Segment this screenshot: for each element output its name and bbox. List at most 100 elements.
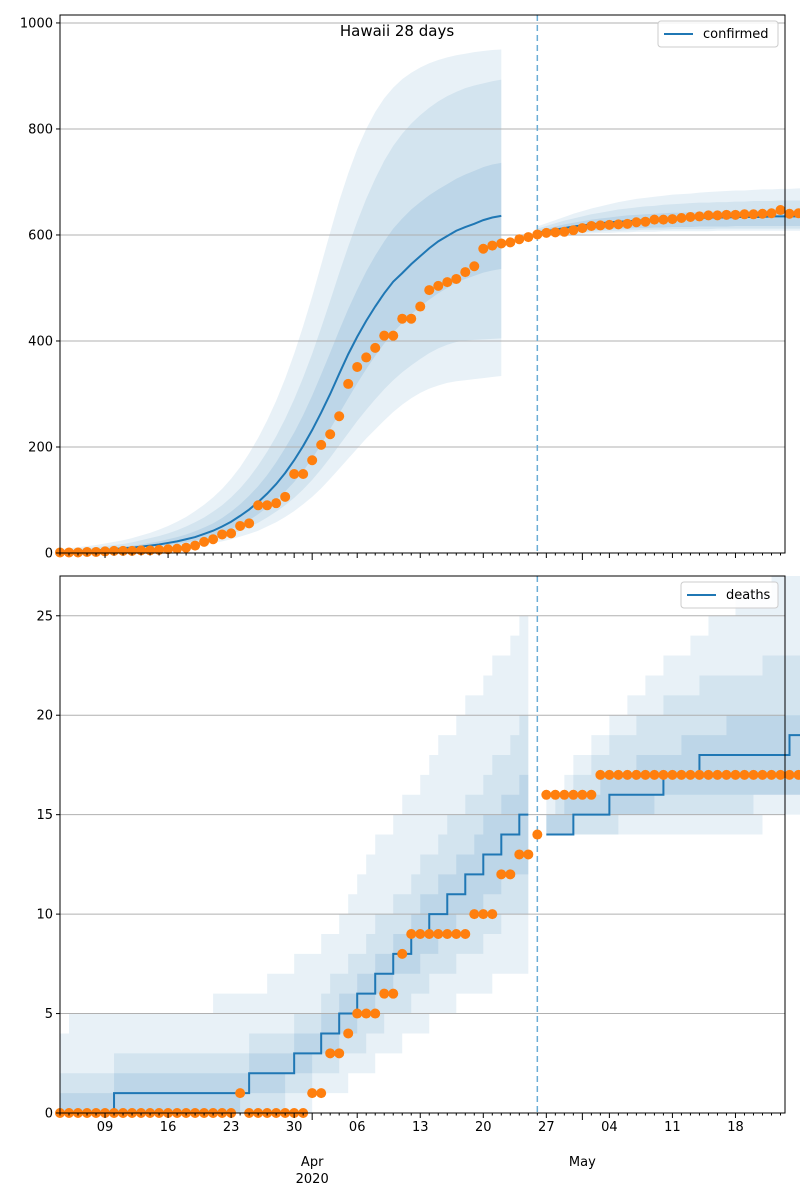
observed-point xyxy=(550,789,561,800)
observed-point xyxy=(523,232,534,243)
observed-point xyxy=(667,214,678,225)
observed-point xyxy=(514,849,525,860)
observed-point xyxy=(316,1088,327,1099)
observed-point xyxy=(694,769,705,780)
observed-point xyxy=(253,500,264,511)
x-month-label: May xyxy=(569,1155,596,1170)
observed-point xyxy=(433,280,444,291)
fit-band-band-50 xyxy=(60,774,529,1113)
observed-point xyxy=(64,547,75,558)
observed-point xyxy=(280,491,291,502)
observed-point xyxy=(433,929,444,939)
observed-point xyxy=(208,534,219,545)
observed-point xyxy=(568,225,579,236)
observed-point xyxy=(442,277,453,288)
y-tick-label: 200 xyxy=(28,440,53,455)
y-tick-label: 1000 xyxy=(20,16,53,31)
observed-point xyxy=(676,213,687,224)
legend-box xyxy=(680,581,779,609)
fit-band-band-95 xyxy=(60,49,502,554)
y-tick-label: 20 xyxy=(36,709,53,724)
observed-point xyxy=(568,789,579,800)
observed-point xyxy=(505,869,516,880)
observed-point xyxy=(343,1028,354,1039)
observed-point xyxy=(694,211,705,222)
observed-point xyxy=(271,498,282,509)
observed-point xyxy=(622,769,633,780)
deaths-model-line xyxy=(60,813,529,1114)
observed-point xyxy=(766,769,777,780)
deaths-x-axis: 09 16 23 30 06 13 20 27 04 11 18 Apr 2020 May xyxy=(59,1113,781,1187)
observed-point xyxy=(595,220,606,231)
observed-point xyxy=(649,769,660,780)
fit-band-band-80 xyxy=(60,79,502,553)
observed-point xyxy=(181,542,192,553)
deaths-panel: 0 5 10 15 20 25 09 16 23 30 06 13 20 27 04 11 18 Apr 2020… xyxy=(36,575,800,1187)
observed-point xyxy=(721,209,732,220)
observed-point xyxy=(307,1088,318,1099)
y-tick-label: 15 xyxy=(36,808,53,823)
observed-point xyxy=(244,518,255,529)
observed-point xyxy=(604,219,615,230)
observed-point xyxy=(703,210,714,221)
y-tick-label: 400 xyxy=(28,334,53,349)
x-tick-label: 20 xyxy=(475,1120,492,1135)
observed-point xyxy=(595,769,606,780)
observed-point xyxy=(541,789,552,800)
observed-point xyxy=(361,1008,372,1019)
observed-point xyxy=(352,1008,363,1019)
confirmed-x-ticks xyxy=(59,553,781,560)
observed-point xyxy=(388,988,399,999)
observed-point xyxy=(334,1048,345,1059)
observed-point xyxy=(622,218,633,229)
observed-point xyxy=(586,789,597,800)
observed-point xyxy=(658,769,669,780)
observed-point xyxy=(325,1048,336,1059)
confirmed-axes-frame xyxy=(59,14,786,554)
deaths-legend: deaths xyxy=(680,581,779,609)
observed-point xyxy=(739,209,750,220)
observed-point xyxy=(163,544,174,555)
confirmed-y-axis: 0 200 400 600 800 1000 xyxy=(20,16,60,562)
deaths-gridlines xyxy=(60,615,785,1114)
legend-label-deaths: deaths xyxy=(726,588,771,603)
x-tick-label: 06 xyxy=(349,1120,366,1135)
observed-point xyxy=(316,439,327,450)
observed-point xyxy=(352,361,363,372)
y-tick-label: 5 xyxy=(45,1007,53,1022)
x-tick-label: 27 xyxy=(538,1120,555,1135)
deaths-axes-frame xyxy=(59,575,786,1114)
observed-point xyxy=(154,544,165,555)
observed-point xyxy=(514,234,525,245)
observed-point xyxy=(496,238,507,249)
observed-point xyxy=(370,1008,381,1019)
observed-point xyxy=(217,529,228,540)
confirmed-panel: 0 200 400 600 800 1000 Hawaii 28 days confirm… xyxy=(20,14,800,562)
observed-point xyxy=(586,220,597,231)
observed-point xyxy=(388,330,399,341)
observed-point xyxy=(766,208,777,219)
observed-point xyxy=(235,1088,246,1099)
observed-point xyxy=(685,211,696,222)
observed-point xyxy=(334,411,345,422)
legend-box xyxy=(657,20,779,48)
observed-point xyxy=(424,285,435,296)
observed-point xyxy=(361,352,372,363)
observed-point xyxy=(451,273,462,284)
observed-point xyxy=(100,546,111,557)
observed-point xyxy=(442,929,453,939)
observed-point xyxy=(379,330,390,341)
confirmed-legend: confirmed xyxy=(657,20,779,48)
observed-point xyxy=(487,240,498,251)
observed-point xyxy=(730,769,741,780)
observed-point xyxy=(469,909,480,920)
observed-point xyxy=(406,313,417,324)
observed-point xyxy=(541,227,552,238)
x-tick-label: 23 xyxy=(223,1120,240,1135)
y-tick-label: 800 xyxy=(28,122,53,137)
observed-point xyxy=(775,769,786,780)
observed-point xyxy=(325,429,336,440)
observed-point xyxy=(406,929,417,939)
observed-point xyxy=(424,929,435,939)
